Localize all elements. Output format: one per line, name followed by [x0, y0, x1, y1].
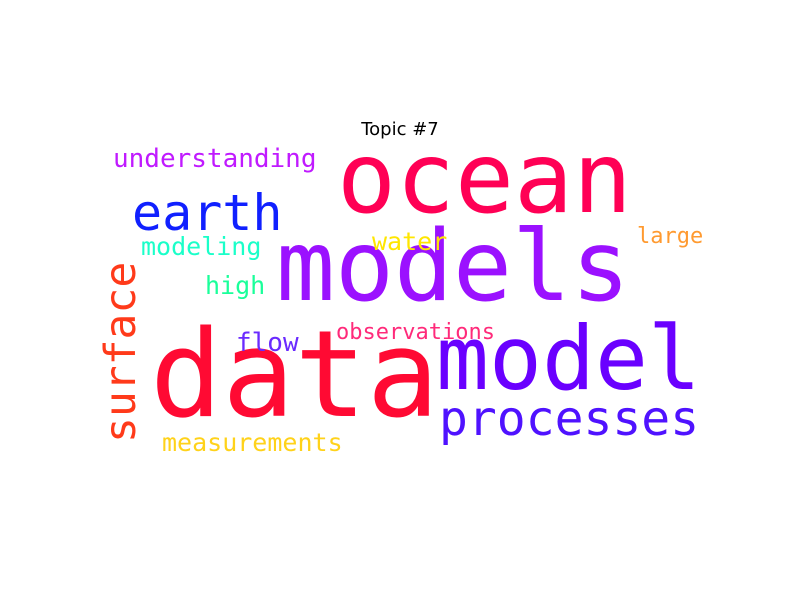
word-measurements: measurements [162, 428, 343, 457]
word-water: water [372, 227, 448, 256]
chart-title: Topic #7 [361, 119, 439, 140]
word-data: data [150, 306, 439, 445]
word-flow: flow [236, 328, 299, 358]
word-models: models [276, 210, 631, 324]
word-large: large [637, 224, 704, 249]
word-ocean: ocean [337, 122, 633, 236]
word-understanding: understanding [113, 144, 317, 174]
word-high: high [205, 271, 266, 300]
word-modeling: modeling [141, 232, 262, 261]
word-processes: processes [439, 391, 700, 447]
word-model: model [436, 307, 701, 410]
word-surface: surface [96, 261, 146, 443]
word-observations: observations [336, 320, 495, 345]
word-earth: earth [132, 184, 283, 242]
